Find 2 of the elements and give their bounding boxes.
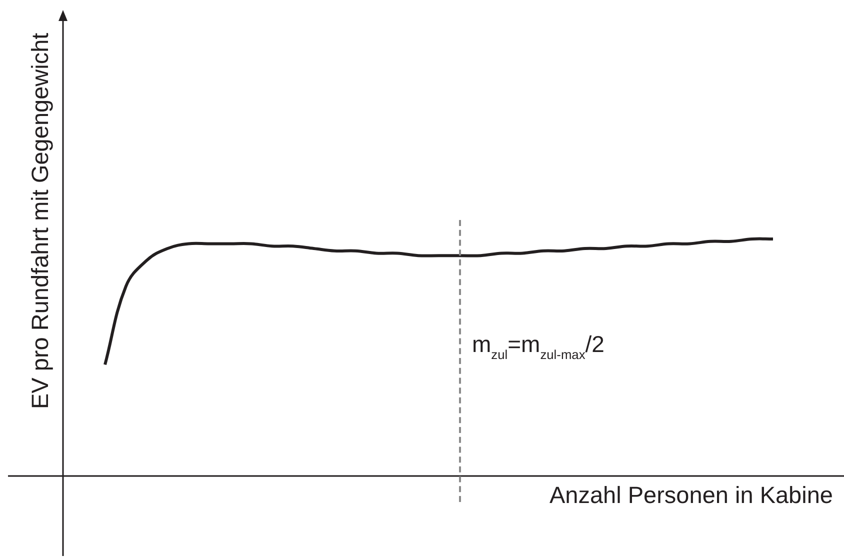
y-axis-title: EV pro Rundfahrt mit Gegengewicht bbox=[27, 32, 53, 409]
x-axis-title: Anzahl Personen in Kabine bbox=[549, 482, 833, 508]
